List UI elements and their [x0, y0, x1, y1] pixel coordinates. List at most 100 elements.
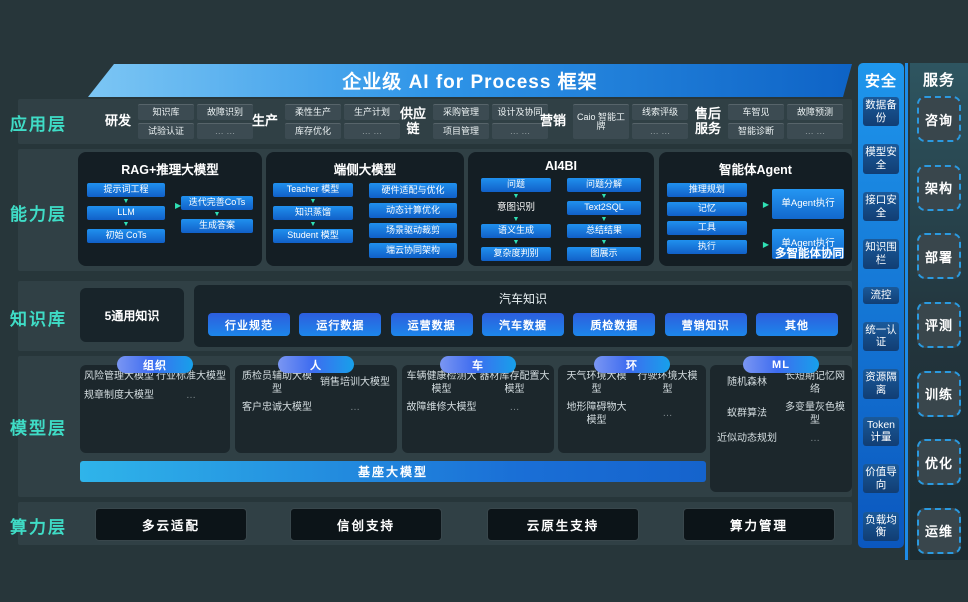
- app-chip: 项目管理: [433, 123, 489, 139]
- flow-box: 复杂度判别: [481, 247, 551, 261]
- flow-box: 端云协同架构: [369, 243, 457, 258]
- compute-button: 算力管理: [683, 508, 835, 541]
- security-item: 模型安全: [863, 144, 899, 174]
- security-items: 数据备份 模型安全 接口安全 知识围栏 流控 统一认证 资源隔离 Token计量 价值导向 负载均…: [858, 97, 904, 541]
- panel-agent: 智能体Agent 推理规划 记忆 工具 执行 ▶ 单Agent执行 ▶ 单Agent执…: [659, 152, 852, 266]
- compute-button: 信创支持: [290, 508, 442, 541]
- model-group-items: 随机森林 长短期记忆网络 蚁群算法 多变量灰色模型 近似动态规划…: [710, 356, 852, 452]
- app-group-marketing: 营销 Caio 智能工牌 线索评级 … …: [538, 104, 688, 139]
- app-chip: 智能诊断: [728, 123, 784, 139]
- flow-box: 语义生成: [481, 224, 551, 238]
- model-item: 风险管理大模型: [84, 371, 154, 382]
- app-group-items: Caio 智能工牌 线索评级 … …: [573, 104, 688, 139]
- flow-box: 执行: [666, 239, 747, 254]
- app-chip: 采购管理: [433, 104, 489, 120]
- flow-box: 硬件适配与优化: [369, 183, 457, 198]
- service-item: 运维: [917, 507, 961, 554]
- app-group-rd: 研发 知识库 故障识别 试验认证… …: [103, 104, 253, 139]
- app-chip: … …: [632, 123, 688, 139]
- model-group-people: 人 质检员辅助大模型 销售培训大模型 客户忠诚大模型…: [235, 356, 397, 453]
- service-item: 训练: [917, 370, 961, 417]
- app-chip: 故障识别: [197, 104, 253, 120]
- model-group-items: 车辆健康检测大模型 器材库存配置大模型 故障维修大模型…: [402, 356, 554, 421]
- model-item: 地形障碍物大模型: [566, 402, 627, 426]
- flow-box: 初始 CoTs: [87, 229, 165, 243]
- security-item: 统一认证: [863, 321, 899, 352]
- model-group-items: 风险管理大模型 行业标准大模型 规章制度大模型…: [80, 356, 230, 408]
- application-layer-row: 研发 知识库 故障识别 试验认证… … 生产 柔性生产 生产计划 库存优化… … 供应链…: [18, 99, 852, 144]
- model-item: …: [662, 408, 673, 420]
- model-group-vehicle: 车 车辆健康检测大模型 器材库存配置大模型 故障维修大模型…: [402, 356, 554, 453]
- flow-box: 记忆: [666, 201, 747, 216]
- app-group-label: 研发: [104, 113, 131, 129]
- security-item: 知识围栏: [863, 239, 899, 269]
- app-chip: 试验认证: [138, 123, 194, 139]
- app-group-label: 供应链: [399, 105, 426, 136]
- panel-title: AI4BI: [545, 159, 577, 173]
- security-item: 数据备份: [863, 97, 899, 127]
- app-group-items: 采购管理 设计及协同 项目管理… …: [433, 104, 548, 139]
- auto-knowledge-panel: 汽车知识 行业规范 运行数据 运营数据 汽车数据 质检数据 营销知识 其他: [194, 285, 852, 347]
- flow-box: Student 模型: [273, 229, 353, 243]
- security-column-title: 安全: [864, 73, 897, 90]
- model-item: …: [509, 402, 520, 413]
- model-item: 规章制度大模型: [84, 389, 154, 401]
- app-chip: 设计及协同: [492, 104, 548, 120]
- service-items: 咨询 架构 部署 评测 训练 优化 运维: [910, 96, 968, 554]
- model-group-pill: 车: [440, 356, 516, 373]
- app-chip: 知识库: [138, 104, 194, 120]
- layer-label-knowledge: 知识库: [10, 310, 67, 329]
- app-group-items: 知识库 故障识别 试验认证… …: [138, 104, 253, 139]
- flow-box: Text2SQL: [567, 201, 641, 215]
- panel-title: RAG+推理大模型: [121, 163, 219, 177]
- app-chip: 线索评级: [632, 104, 688, 120]
- model-group-items: 质检员辅助大模型 销售培训大模型 客户忠诚大模型…: [235, 356, 397, 421]
- security-item: 流控: [863, 286, 899, 304]
- service-column: 服务 咨询 架构 部署 评测 训练 优化 运维: [910, 63, 968, 560]
- app-chip: 车智见: [728, 104, 784, 120]
- panel-rag: RAG+推理大模型 提示词工程 ▼ LLM ▼ 初始 CoTs 迭代完善CoTs ▼ 生成答…: [78, 152, 262, 266]
- panel-ai4bi: AI4BI 问题 ▼ 意图识别 ▼ 语义生成 ▼ 复杂度判别 问题分解 ▼ Text2SQL ▼ 总…: [468, 152, 654, 266]
- service-column-divider: [905, 63, 908, 560]
- model-item: 销售培训大模型: [320, 377, 390, 389]
- app-group-label: 营销: [539, 113, 566, 129]
- model-group-org: 组织 风险管理大模型 行业标准大模型 规章制度大模型…: [80, 356, 230, 453]
- app-chip: … …: [197, 123, 253, 139]
- agent-exec-column: ▶ 单Agent执行 ▶ 单Agent执行: [763, 189, 845, 259]
- model-group-ml: ML 随机森林 长短期记忆网络 蚁群算法 多变量灰色模型 近似动态规划…: [710, 356, 852, 492]
- app-group-items: 柔性生产 生产计划 库存优化… …: [285, 104, 400, 139]
- agent-components: 推理规划记忆工具执行: [666, 183, 747, 259]
- agent-exec-row: ▶ 单Agent执行: [763, 189, 845, 219]
- flow-box: Teacher 模型: [273, 183, 353, 197]
- flow-box: 动态计算优化: [369, 203, 457, 218]
- model-group-pill: ML: [743, 356, 819, 373]
- security-item: Token计量: [863, 416, 899, 446]
- multi-agent-caption: 多智能体协同: [775, 248, 844, 260]
- model-group-items: 天气环境大模型 行驶环境大模型 地形障碍物大模型…: [558, 356, 706, 433]
- layer-label-compute: 算力层: [10, 518, 67, 537]
- flow-box: 工具: [666, 220, 747, 235]
- model-group-panel: [235, 365, 397, 453]
- flow-box: 意图识别: [496, 201, 535, 213]
- layer-label-model: 模型层: [10, 419, 67, 438]
- agent-exec-box: 单Agent执行: [772, 229, 845, 259]
- arrow-down-icon: ▼: [309, 198, 317, 205]
- model-item: 质检员辅助大模型: [242, 371, 312, 395]
- service-item: 部署: [917, 233, 961, 280]
- knowledge-chip: 质检数据: [573, 313, 656, 336]
- model-group-panel: [80, 365, 230, 453]
- model-item: 长短期记忆网络: [785, 371, 845, 395]
- knowledge-chip: 运行数据: [299, 313, 382, 336]
- ai4bi-flow-right: 问题分解 ▼ Text2SQL ▼ 总结结果 ▼ 图展示: [567, 178, 641, 261]
- flow-box: 推理规划: [666, 183, 747, 197]
- general-knowledge-box: 5通用知识: [80, 288, 184, 342]
- arrow-down-icon: ▼: [122, 198, 130, 205]
- ai4bi-flow-left: 问题 ▼ 意图识别 ▼ 语义生成 ▼ 复杂度判别: [481, 178, 551, 261]
- flow-box: 生成答案: [181, 219, 253, 233]
- security-item: 负载均衡: [863, 511, 899, 541]
- model-group-pill: 环: [594, 356, 670, 373]
- app-group-label: 生产: [251, 113, 278, 129]
- service-item: 优化: [917, 439, 961, 486]
- agent-exec-box: 单Agent执行: [772, 189, 845, 219]
